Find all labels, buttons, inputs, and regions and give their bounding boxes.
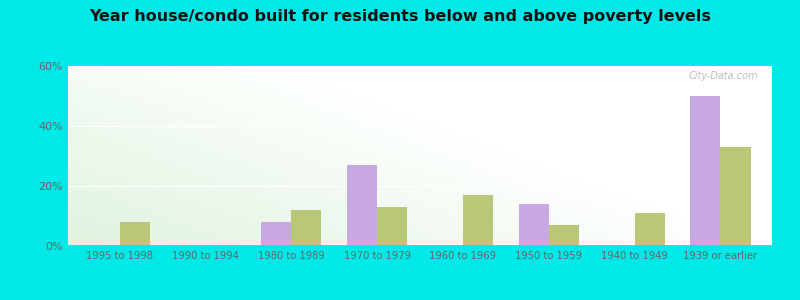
Bar (291, 210, 322, 246)
Bar (690, 96, 721, 246)
Bar (347, 165, 377, 246)
Bar (119, 222, 150, 246)
Text: City-Data.com: City-Data.com (688, 71, 758, 81)
Bar (721, 147, 750, 246)
Text: Year house/condo built for residents below and above poverty levels: Year house/condo built for residents bel… (89, 9, 711, 24)
Bar (261, 222, 291, 246)
Bar (377, 207, 407, 246)
Bar (634, 213, 665, 246)
Bar (549, 225, 579, 246)
Bar (518, 204, 549, 246)
Bar (463, 195, 493, 246)
